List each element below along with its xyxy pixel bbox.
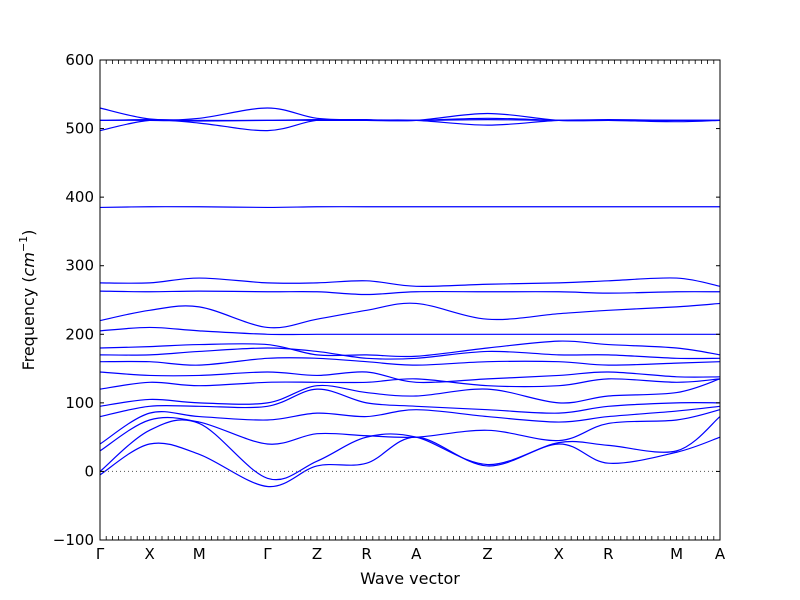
band-line-12 (99, 326, 720, 336)
x-tick-label: Z (312, 545, 322, 563)
y-axis-label-unit: cm (19, 252, 38, 276)
y-tick-label: −100 (53, 531, 94, 549)
band-line-4 (99, 405, 721, 445)
y-tick-label: 100 (65, 394, 94, 412)
x-tick-label: X (144, 545, 154, 563)
band-line-2 (99, 416, 721, 481)
plot-lines (99, 107, 721, 488)
x-tick-label: M (670, 545, 683, 563)
band-line-9 (99, 357, 721, 366)
band-line-6 (99, 378, 721, 407)
x-tick-label: A (411, 545, 422, 563)
band-line-20 (99, 119, 720, 126)
x-tick-label: Z (482, 545, 492, 563)
band-line-1 (99, 436, 721, 488)
x-tick-label: X (554, 545, 564, 563)
y-ticks: −100 0 100 200 300 400 500 600 (53, 51, 720, 549)
x-tick-label: M (193, 545, 206, 563)
y-tick-label: 300 (65, 257, 94, 275)
band-line-13 (99, 302, 721, 329)
y-axis-label-exp: −1 (17, 236, 30, 252)
band-line-3 (99, 409, 721, 452)
band-line-15 (99, 277, 721, 287)
y-axis-label: Frequency (cm−1) (17, 230, 38, 371)
x-tick-label: Γ (96, 545, 105, 563)
band-line-18 (99, 107, 721, 121)
y-axis-label-close: ) (19, 230, 38, 236)
band-line-14 (99, 290, 721, 296)
plot-frame (99, 59, 721, 541)
x-tick-label: R (361, 545, 371, 563)
band-line-16 (99, 206, 720, 209)
band-line-7 (99, 378, 721, 390)
y-tick-label: 200 (65, 325, 94, 343)
y-tick-label: 500 (65, 120, 94, 138)
band-line-5 (99, 388, 721, 418)
y-axis-label-text: Frequency ( (19, 276, 38, 370)
x-axis-label: Wave vector (360, 569, 460, 588)
x-tick-label: R (603, 545, 613, 563)
x-tick-label: A (715, 545, 726, 563)
band-line-11 (99, 340, 721, 358)
y-tick-label: 0 (84, 462, 94, 480)
band-line-10 (99, 347, 721, 360)
x-tick-label: Γ (263, 545, 272, 563)
y-tick-label: 600 (65, 51, 94, 69)
band-line-8 (99, 371, 721, 384)
y-tick-label: 400 (65, 188, 94, 206)
